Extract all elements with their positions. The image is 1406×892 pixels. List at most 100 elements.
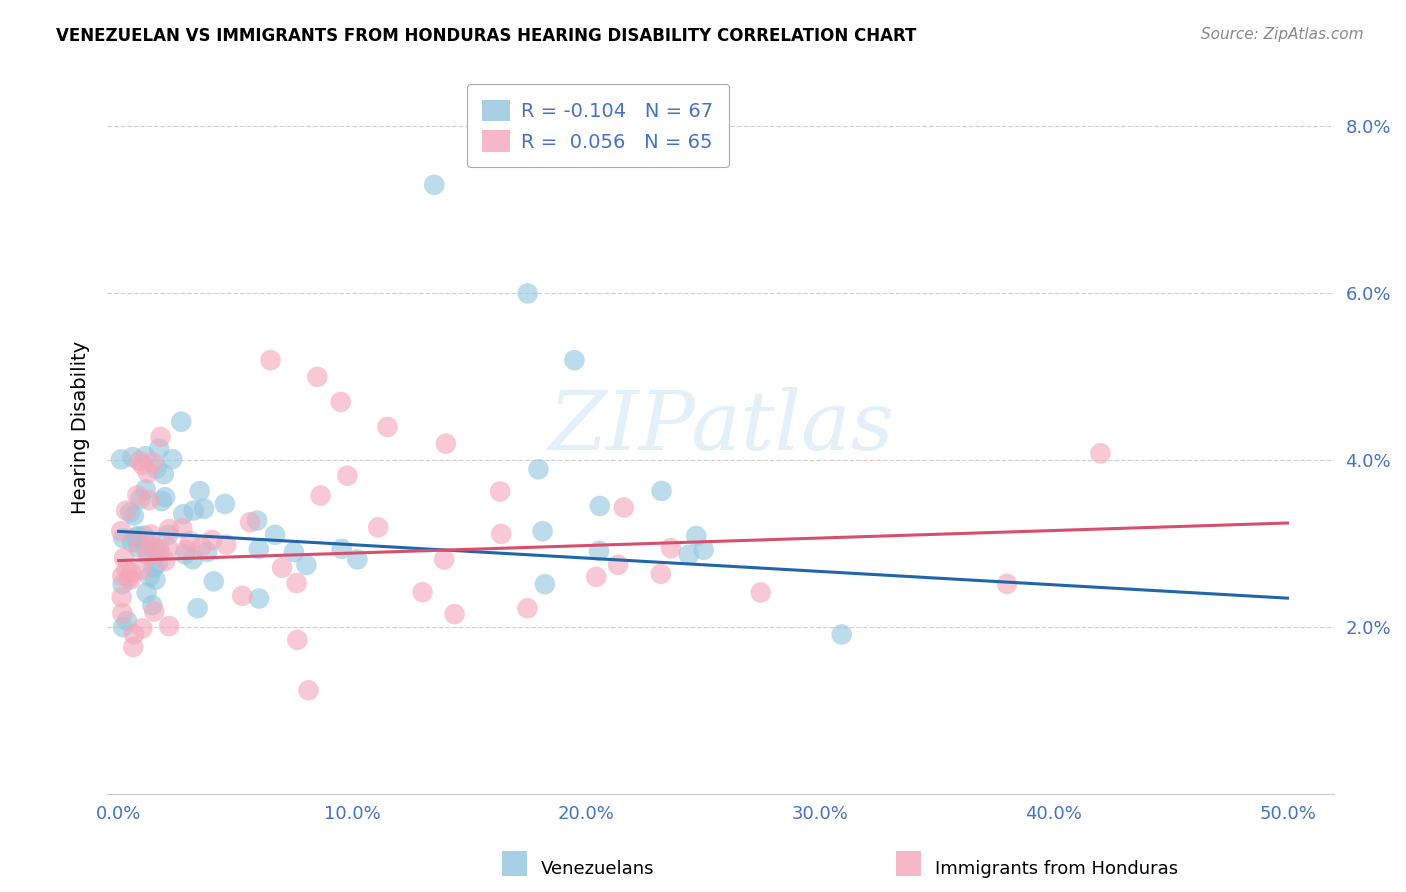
Point bbox=[157, 528, 180, 542]
Point bbox=[193, 501, 215, 516]
Point bbox=[527, 462, 550, 476]
Point bbox=[155, 554, 177, 568]
Point bbox=[283, 545, 305, 559]
Point bbox=[489, 484, 512, 499]
Text: VENEZUELAN VS IMMIGRANTS FROM HONDURAS HEARING DISABILITY CORRELATION CHART: VENEZUELAN VS IMMIGRANTS FROM HONDURAS H… bbox=[56, 27, 917, 45]
Point bbox=[111, 577, 134, 591]
Point bbox=[157, 522, 180, 536]
Point bbox=[131, 562, 153, 576]
Point bbox=[215, 537, 238, 551]
Point bbox=[749, 585, 772, 599]
Point bbox=[127, 529, 149, 543]
Point bbox=[678, 548, 700, 562]
Point bbox=[433, 552, 456, 566]
Point bbox=[692, 542, 714, 557]
Point bbox=[135, 541, 157, 555]
Point bbox=[489, 527, 512, 541]
Point bbox=[534, 577, 557, 591]
Point bbox=[516, 286, 538, 301]
Point bbox=[115, 503, 138, 517]
Point bbox=[127, 488, 149, 502]
Point bbox=[120, 505, 142, 519]
Point bbox=[139, 527, 162, 541]
Point bbox=[121, 450, 143, 464]
Point bbox=[285, 632, 308, 647]
Point bbox=[336, 468, 359, 483]
Point bbox=[179, 534, 201, 549]
Point bbox=[531, 524, 554, 539]
Point bbox=[117, 571, 139, 585]
Point bbox=[214, 497, 236, 511]
Point bbox=[112, 531, 135, 545]
Point bbox=[132, 528, 155, 542]
Point bbox=[138, 493, 160, 508]
Point bbox=[564, 353, 586, 368]
Point bbox=[307, 370, 329, 384]
Point bbox=[135, 483, 157, 497]
Text: Source: ZipAtlas.com: Source: ZipAtlas.com bbox=[1201, 27, 1364, 42]
Point bbox=[271, 560, 294, 574]
Legend: R = -0.104   N = 67, R =  0.056   N = 65: R = -0.104 N = 67, R = 0.056 N = 65 bbox=[467, 84, 728, 167]
Point bbox=[651, 483, 673, 498]
Point bbox=[110, 524, 132, 538]
Point bbox=[111, 606, 134, 620]
Point bbox=[285, 576, 308, 591]
Point bbox=[195, 545, 218, 559]
Point bbox=[264, 528, 287, 542]
Point bbox=[231, 589, 253, 603]
Point bbox=[650, 566, 672, 581]
Point bbox=[111, 620, 134, 634]
Point bbox=[170, 415, 193, 429]
Point bbox=[588, 544, 610, 558]
Point bbox=[111, 569, 134, 583]
Point bbox=[187, 601, 209, 615]
Point bbox=[613, 500, 636, 515]
Point bbox=[157, 541, 180, 555]
Point bbox=[346, 552, 368, 566]
Point bbox=[121, 535, 143, 549]
Point bbox=[115, 563, 138, 577]
Point bbox=[188, 484, 211, 499]
Point bbox=[141, 598, 163, 612]
Point bbox=[152, 467, 174, 482]
Point bbox=[128, 535, 150, 549]
Point bbox=[122, 640, 145, 654]
Point bbox=[377, 420, 399, 434]
Point bbox=[329, 395, 352, 409]
Point bbox=[142, 541, 165, 555]
Point bbox=[516, 601, 538, 615]
Point bbox=[174, 547, 197, 561]
Point bbox=[1090, 446, 1112, 460]
Point bbox=[122, 508, 145, 523]
Point bbox=[112, 551, 135, 566]
Point bbox=[142, 456, 165, 470]
Point bbox=[443, 607, 465, 621]
Point bbox=[190, 540, 212, 554]
Point bbox=[120, 573, 142, 587]
Point bbox=[259, 353, 281, 368]
Point bbox=[247, 542, 270, 557]
Point bbox=[585, 570, 607, 584]
Point bbox=[659, 541, 682, 556]
Point bbox=[128, 454, 150, 468]
Point bbox=[181, 552, 204, 566]
Point bbox=[148, 545, 170, 559]
Point bbox=[122, 627, 145, 641]
Point bbox=[148, 442, 170, 456]
Point bbox=[143, 605, 166, 619]
Point bbox=[143, 543, 166, 558]
Point bbox=[145, 461, 167, 475]
Point bbox=[138, 569, 160, 583]
Point bbox=[134, 449, 156, 463]
Point bbox=[434, 436, 457, 450]
Point bbox=[295, 558, 318, 572]
Point bbox=[125, 530, 148, 544]
Point bbox=[246, 514, 269, 528]
Point bbox=[115, 614, 138, 628]
Point bbox=[995, 577, 1018, 591]
Text: Venezuelans: Venezuelans bbox=[541, 860, 655, 878]
Point bbox=[685, 529, 707, 543]
Point bbox=[135, 586, 157, 600]
Point bbox=[172, 507, 194, 521]
Point bbox=[297, 683, 319, 698]
